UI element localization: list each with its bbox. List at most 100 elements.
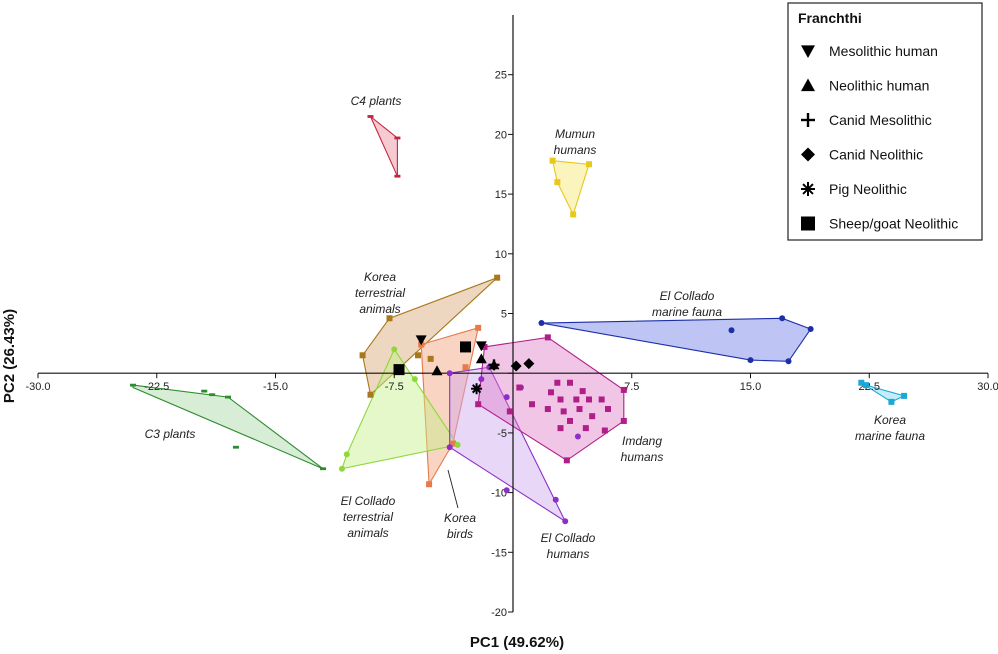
data-point-group-7 (454, 441, 461, 448)
legend-marker-diamond (801, 147, 815, 162)
legend-label: Pig Neolithic (829, 181, 907, 197)
legend-marker-asterisk (801, 182, 815, 196)
legend-box (787, 2, 983, 241)
data-point-group-6 (201, 389, 208, 393)
legend: Franchthi Mesolithic human Neolithic huma… (787, 2, 983, 241)
data-point-group-7 (339, 465, 345, 472)
data-point-group-9 (548, 389, 554, 396)
group-label-9: Imdang (622, 434, 662, 448)
data-point-group-6 (225, 395, 231, 399)
data-point-group-7 (411, 376, 418, 383)
data-point-group-9 (589, 413, 596, 420)
data-point-group-9 (554, 379, 561, 386)
x-tick-label: 7.5 (624, 381, 639, 393)
franchthi-square (393, 364, 405, 376)
data-point-group-9 (567, 417, 573, 424)
franchthi-triangle-down (415, 335, 427, 346)
data-point-group-2 (367, 391, 374, 398)
legend-title: Franchthi (798, 10, 862, 26)
data-point-group-1 (554, 179, 561, 186)
data-point-group-9 (544, 406, 551, 413)
x-tick-label: 15.0 (740, 381, 761, 393)
legend-marker-plus (801, 113, 815, 127)
data-point-group-9 (481, 343, 488, 350)
data-point-group-3 (475, 324, 482, 331)
x-tick-label: -22.5 (144, 381, 169, 393)
data-point-group-9 (620, 386, 627, 393)
x-tick-label: -30.0 (25, 381, 50, 393)
group-label-2: Korea (364, 270, 396, 284)
data-point-group-3 (462, 364, 469, 371)
franchthi-diamond (523, 358, 535, 370)
data-point-group-7 (391, 346, 398, 353)
group-label-0: C4 plants (351, 94, 402, 108)
hull-4 (541, 317, 812, 362)
franchthi-square (460, 341, 471, 353)
y-tick-label: -10 (491, 488, 507, 500)
franchthi-triangle-up (431, 365, 443, 376)
data-point-group-9 (598, 396, 605, 403)
data-point-group-6 (209, 393, 216, 397)
group-label-3: Korea (444, 511, 476, 525)
data-point-group-5 (888, 398, 895, 405)
data-point-group-2 (427, 355, 434, 362)
y-tick-label: -5 (497, 428, 507, 440)
data-point-group-9 (563, 457, 570, 464)
data-point-group-4 (728, 327, 735, 334)
data-point-group-4 (747, 357, 754, 364)
data-point-group-9 (620, 417, 627, 424)
data-point-group-9 (601, 427, 608, 434)
legend-label: Mesolithic human (829, 43, 938, 59)
data-point-group-6 (130, 383, 136, 387)
data-point-group-6 (232, 445, 239, 449)
data-point-group-0 (394, 136, 401, 140)
franchthi-asterisk (471, 383, 483, 395)
data-point-group-8 (478, 376, 485, 383)
y-tick-label: 10 (495, 249, 507, 261)
group-label-7: animals (347, 526, 388, 540)
data-point-group-1 (570, 211, 577, 218)
data-point-group-2 (386, 315, 393, 322)
y-tick-label: 5 (501, 309, 507, 321)
data-point-group-6 (320, 467, 326, 471)
data-point-group-8 (446, 370, 453, 377)
y-tick-label: 20 (495, 129, 507, 141)
data-point-group-8 (446, 444, 453, 451)
data-point-group-9 (475, 401, 482, 408)
data-point-group-9 (557, 396, 564, 403)
group-label-8: El Collado (541, 531, 596, 545)
franchthi-points (393, 335, 535, 395)
data-point-group-8 (503, 487, 510, 494)
group-label-1: Mumun (555, 127, 595, 141)
data-point-group-8 (562, 518, 569, 525)
legend-marker-triangle-down (801, 45, 815, 58)
franchthi-triangle-down (475, 341, 487, 352)
data-point-group-8 (552, 496, 559, 503)
legend-marker-asterisk-spoke (802, 183, 814, 195)
group-label-2: terrestrial (355, 286, 405, 300)
group-points (130, 115, 908, 525)
data-point-group-9 (582, 425, 589, 432)
data-point-group-5 (863, 382, 870, 389)
x-tick-label: 30.0 (977, 381, 998, 393)
x-axis-title: PC1 (49.62%) (470, 634, 564, 651)
group-label-6: C3 plants (145, 427, 196, 441)
axes: -30.0 -22.5 -15.0 -7.5 7.5 15.0 22.5 30.0-20-15… (25, 15, 998, 619)
data-point-group-3 (426, 481, 433, 488)
franchthi-diamond (510, 360, 522, 372)
legend-label: Canid Mesolithic (829, 112, 932, 128)
group-label-2: animals (359, 302, 400, 316)
y-tick-label: -15 (491, 547, 507, 559)
group-label-8: humans (547, 547, 590, 561)
data-point-group-9 (516, 384, 523, 391)
data-point-group-1 (549, 157, 556, 164)
legend-marker-square (801, 216, 815, 231)
data-point-group-9 (529, 401, 535, 408)
data-point-group-0 (394, 174, 401, 178)
data-point-group-4 (807, 326, 814, 333)
franchthi-plus (488, 359, 500, 371)
data-point-group-5 (858, 379, 865, 386)
group-label-7: terrestrial (343, 510, 393, 524)
data-point-group-2 (415, 352, 421, 359)
legend-entries: Mesolithic human Neolithic human Canid Mes… (801, 43, 958, 232)
